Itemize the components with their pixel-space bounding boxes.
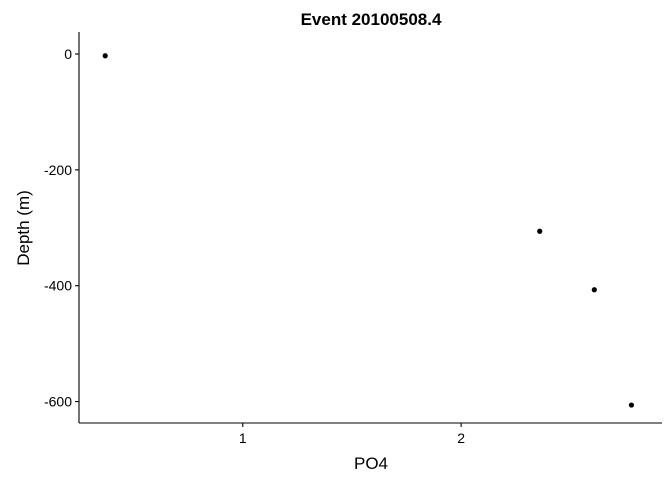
x-axis-title: PO4: [354, 454, 388, 473]
y-tick-label: -200: [44, 162, 72, 178]
y-tick-label: -600: [44, 394, 72, 410]
data-point: [591, 287, 597, 293]
y-tick-label: -400: [44, 278, 72, 294]
x-tick-label: 1: [239, 430, 247, 446]
data-point: [628, 402, 635, 408]
data-points: [102, 53, 635, 408]
chart-title: Event 20100508.4: [301, 10, 442, 29]
y-axis-title: Depth (m): [14, 190, 33, 266]
data-point: [537, 228, 543, 234]
y-axis-ticks: 0 -200 -400 -600: [44, 46, 79, 410]
x-tick-label: 2: [457, 430, 465, 446]
data-point: [102, 53, 108, 59]
y-tick-label: 0: [64, 46, 72, 62]
